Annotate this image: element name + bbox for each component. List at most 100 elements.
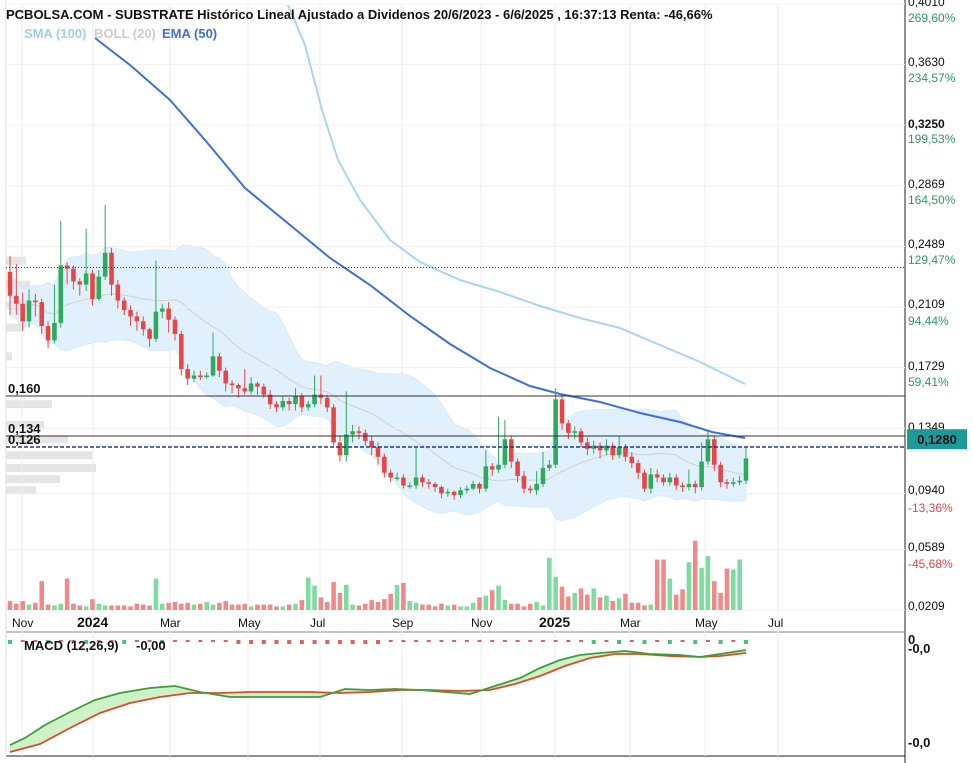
volume-bar <box>534 601 539 610</box>
candle-body <box>464 488 470 491</box>
volume-bar <box>147 605 152 610</box>
volume-bar <box>248 606 254 610</box>
candle-body <box>591 445 597 449</box>
volume-profile-bar <box>6 463 96 472</box>
volume-profile-bar <box>6 486 36 495</box>
volume-bar <box>20 601 25 610</box>
candle-body <box>731 482 736 484</box>
volume-profile-bar <box>6 323 22 332</box>
macd-hist-bar <box>376 640 380 644</box>
volume-bar <box>737 559 742 610</box>
volume-bar <box>242 603 248 610</box>
volume-bar <box>502 600 508 610</box>
candle-body <box>191 375 197 379</box>
macd-hist-bar <box>109 640 114 642</box>
volume-bar <box>312 585 317 610</box>
candle-body <box>83 273 89 285</box>
volume-bar <box>591 588 597 610</box>
volume-bar <box>439 603 444 610</box>
candle-body <box>363 432 368 441</box>
candle-body <box>299 396 305 408</box>
macd-hist-bar <box>528 640 533 642</box>
macd-hist-bar <box>591 640 596 644</box>
candle-body <box>401 477 406 486</box>
volume-bar <box>705 556 711 610</box>
volume-bar <box>420 604 425 610</box>
volume-bar <box>337 592 343 610</box>
volume-bar <box>654 559 660 610</box>
candle-body <box>90 273 95 299</box>
x-axis-label: May <box>695 616 718 630</box>
candle-body <box>45 326 51 341</box>
candle-body <box>375 447 381 457</box>
volume-bar <box>616 598 622 610</box>
last-price-label: 0,1280 <box>917 432 957 447</box>
candle-body <box>382 456 387 473</box>
volume-bar <box>236 604 241 610</box>
candle-body <box>439 487 444 494</box>
volume-bar <box>470 602 476 610</box>
macd-hist-bar <box>693 640 698 644</box>
volume-bar <box>597 597 603 610</box>
macd-hist-bar <box>299 640 304 644</box>
level-label: 0,160 <box>8 381 41 396</box>
macd-tick-label: -0,0 <box>908 641 930 656</box>
y-tick-label: 0,2109 <box>908 297 945 311</box>
candle-body <box>343 434 349 456</box>
candle-body <box>604 445 609 451</box>
macd-hist-bar <box>515 640 520 642</box>
macd-hist-bar <box>223 640 228 642</box>
volume-bar <box>604 595 609 610</box>
macd-hist-bar <box>744 640 748 644</box>
legend-sma[interactable]: SMA (100) <box>24 26 86 41</box>
chart-title: PCBOLSA.COM - SUBSTRATE Histórico Lineal… <box>6 7 713 22</box>
legend-ema[interactable]: EMA (50) <box>162 26 217 41</box>
ema-50-line <box>94 37 746 439</box>
macd-hist-bar <box>705 640 710 642</box>
macd-hist-bar <box>160 640 165 644</box>
macd-hist-bar <box>96 640 101 642</box>
x-axis-label: Jul <box>310 616 325 630</box>
macd-hist-bar <box>718 640 723 644</box>
macd-tick-label: 0 <box>908 632 915 647</box>
macd-hist-bar <box>629 640 634 642</box>
candle-body <box>743 458 749 481</box>
volume-bar <box>363 603 368 610</box>
bollinger-band <box>9 244 747 522</box>
volume-bar <box>629 602 635 610</box>
macd-hist-bar <box>274 640 279 644</box>
candle-body <box>470 483 476 489</box>
volume-bar <box>559 586 565 610</box>
candle-body <box>705 439 711 462</box>
volume-bar <box>305 577 311 610</box>
macd-panel: MACD (12,26,9) -0,00 0-0,0-0,0 <box>8 632 930 753</box>
volume-bar <box>711 581 717 610</box>
candle-body <box>7 271 13 296</box>
volume-bar <box>527 603 533 610</box>
y-tick-label: 0,1729 <box>908 359 945 373</box>
volume-profile-bar <box>6 400 52 409</box>
candle-body <box>350 431 355 435</box>
candle-body <box>521 475 527 489</box>
volume-bar <box>445 605 451 610</box>
volume-bar <box>724 568 730 610</box>
volume-bar <box>77 605 83 610</box>
volume-bar <box>45 604 51 610</box>
legend-boll[interactable]: BOLL (20) <box>94 26 156 41</box>
volume-bars <box>7 540 742 610</box>
macd-hist-bar <box>540 640 545 642</box>
x-axis-label: 2025 <box>539 614 570 630</box>
y-tick-label: 0,3630 <box>908 55 945 69</box>
volume-bar <box>159 603 165 610</box>
macd-hist-bar <box>8 640 12 644</box>
x-axis-label: Nov <box>471 616 492 630</box>
candle-body <box>388 472 393 478</box>
candle-body <box>147 329 152 339</box>
volume-bar <box>7 601 13 610</box>
candle-body <box>654 474 660 478</box>
volume-bar <box>369 600 374 610</box>
candle-body <box>115 284 121 301</box>
macd-hist-bar <box>147 640 152 642</box>
candle-body <box>508 439 514 462</box>
volume-bar <box>166 602 171 610</box>
